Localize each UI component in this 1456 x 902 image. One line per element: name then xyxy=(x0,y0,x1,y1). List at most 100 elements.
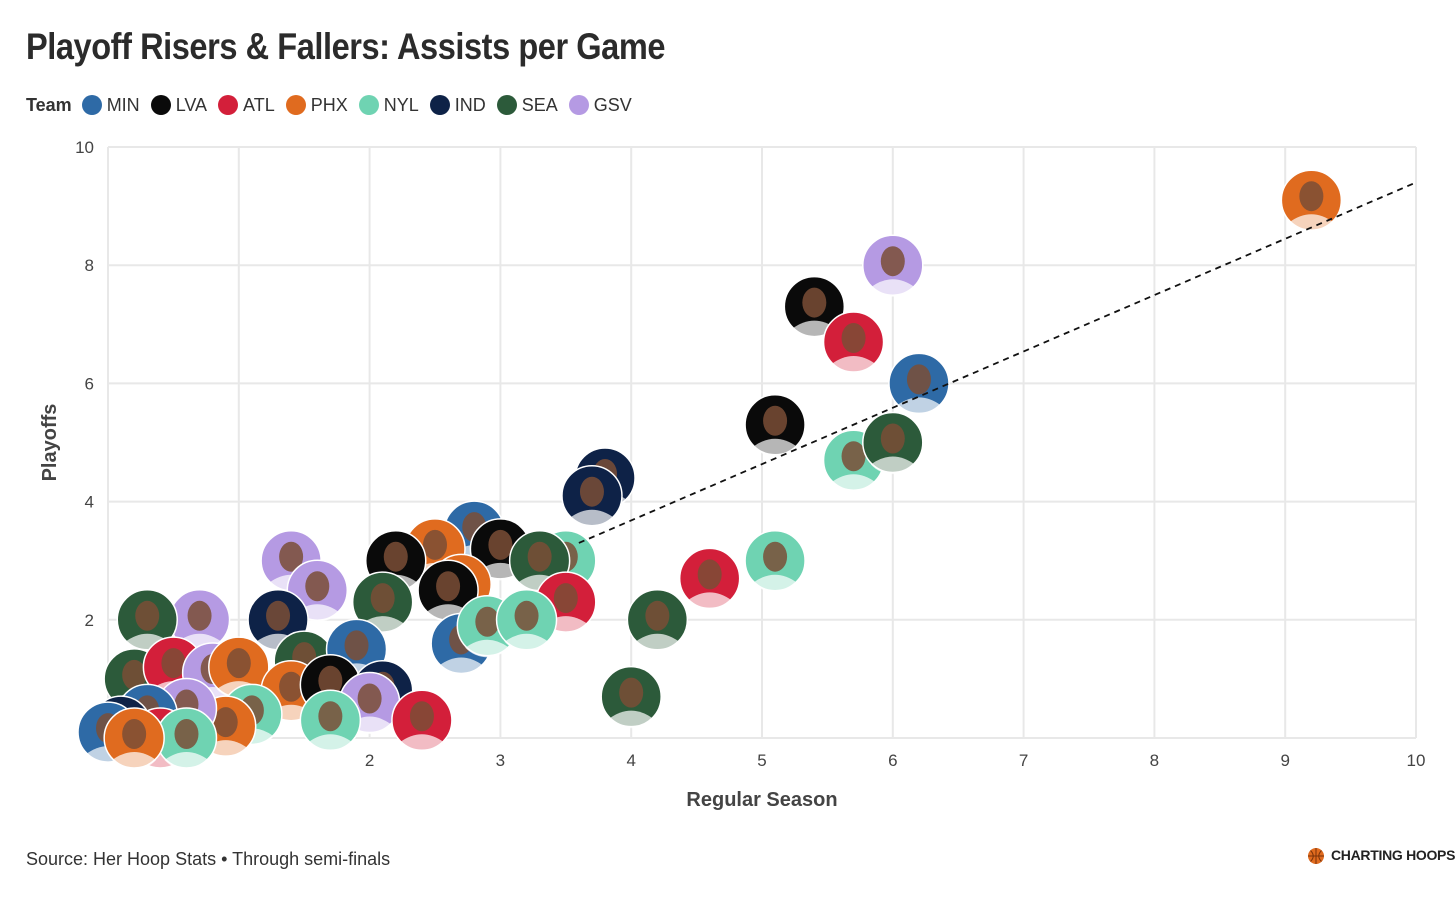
player-face xyxy=(357,683,382,714)
legend-item-min: MIN xyxy=(81,94,140,116)
player-face xyxy=(619,677,644,708)
player-jersey xyxy=(635,633,680,652)
player-face xyxy=(122,719,147,749)
player-jersey xyxy=(504,633,549,652)
player-face xyxy=(880,246,905,277)
player-face xyxy=(488,529,513,560)
player-face xyxy=(645,600,670,631)
legend-label-phx: PHX xyxy=(310,94,348,115)
legend-label-atl: ATL xyxy=(243,94,275,115)
player-jersey xyxy=(870,456,915,475)
legend-swatch-gsv xyxy=(568,95,589,115)
player-face xyxy=(475,606,500,637)
legend-item-phx: PHX xyxy=(285,94,348,116)
player-face xyxy=(135,600,160,631)
player-face xyxy=(174,719,199,749)
player-face xyxy=(763,405,788,436)
legend-item-lva: LVA xyxy=(150,94,208,116)
legend: Team MIN LVA ATL PHX NYL IND SEA GSV xyxy=(26,92,643,118)
player-jersey xyxy=(1289,214,1334,232)
player-face xyxy=(553,583,578,614)
legend-label-lva: LVA xyxy=(175,94,208,115)
legend-item-nyl: NYL xyxy=(358,94,419,116)
x-tick-label: 6 xyxy=(888,751,897,770)
legend-label-min: MIN xyxy=(106,94,140,115)
legend-label-sea: SEA xyxy=(521,94,558,115)
player-face xyxy=(279,541,304,572)
legend-label-gsv: GSV xyxy=(593,94,632,115)
legend-item-sea: SEA xyxy=(496,94,558,116)
legend-swatch-sea xyxy=(496,95,517,115)
player-jersey xyxy=(753,574,798,593)
player-face xyxy=(514,600,539,631)
legend-title: Team xyxy=(26,94,72,115)
brand-name: CHARTING HOOPS xyxy=(1331,847,1456,863)
legend-swatch-lva xyxy=(150,95,171,115)
player-jersey xyxy=(870,279,915,297)
player-face xyxy=(187,600,212,631)
legend-item-atl: ATL xyxy=(218,95,275,116)
player-jersey xyxy=(112,752,157,770)
player-jersey xyxy=(569,509,614,528)
y-axis-title: Playoffs xyxy=(39,404,61,482)
x-tick-label: 5 xyxy=(757,751,766,770)
player-face xyxy=(305,571,330,602)
player-jersey xyxy=(465,639,510,658)
reference-line xyxy=(578,181,1417,544)
legend-swatch-min xyxy=(81,95,102,115)
legend-label-nyl: NYL xyxy=(383,94,419,115)
x-tick-label: 9 xyxy=(1280,751,1289,770)
player-face xyxy=(697,559,722,590)
legend-swatch-phx xyxy=(285,95,306,115)
player-face xyxy=(122,659,147,690)
legend-swatch-atl xyxy=(218,95,239,115)
player-jersey xyxy=(609,710,654,729)
y-tick-label: 2 xyxy=(85,611,94,630)
legend-swatch-nyl xyxy=(358,95,379,115)
player-face xyxy=(318,665,343,696)
brand-logo: CHARTING HOOPS xyxy=(1306,845,1455,865)
player-face xyxy=(279,671,304,702)
basketball-icon xyxy=(1308,848,1324,864)
player-jersey xyxy=(439,657,484,676)
x-axis-title: Regular Season xyxy=(686,789,837,811)
player-face xyxy=(527,541,552,572)
player-face xyxy=(880,423,905,454)
player-face xyxy=(344,630,369,661)
player-face xyxy=(1299,181,1324,212)
player-face xyxy=(383,541,408,572)
player-face xyxy=(266,600,291,631)
legend-swatch-ind xyxy=(429,95,450,115)
legend-item-ind: IND xyxy=(429,94,486,116)
legend-item-gsv: GSV xyxy=(568,94,632,116)
player-face xyxy=(226,648,251,679)
player-face xyxy=(763,541,788,572)
y-tick-label: 10 xyxy=(75,138,94,157)
player-face xyxy=(579,476,604,507)
x-tick-label: 4 xyxy=(626,751,635,770)
player-face xyxy=(409,701,434,732)
player-face xyxy=(436,571,461,602)
player-face xyxy=(161,648,186,679)
y-tick-label: 4 xyxy=(85,493,94,512)
player-face xyxy=(213,707,238,738)
source-note: Source: Her Hoop Stats • Through semi-fi… xyxy=(26,849,391,869)
player-jersey xyxy=(753,438,798,457)
x-tick-label: 2 xyxy=(365,751,374,770)
player-face xyxy=(841,441,866,472)
y-tick-label: 6 xyxy=(85,374,94,393)
player-face xyxy=(423,529,447,560)
x-tick-label: 7 xyxy=(1019,751,1028,770)
player-jersey xyxy=(399,734,444,752)
player-face xyxy=(802,287,827,318)
legend-label-ind: IND xyxy=(454,94,486,115)
player-jersey xyxy=(896,397,941,416)
player-jersey xyxy=(687,592,732,611)
player-jersey xyxy=(831,474,876,492)
x-tick-label: 3 xyxy=(496,751,505,770)
player-face xyxy=(318,701,343,732)
player-face xyxy=(841,323,866,354)
x-tick-label: 10 xyxy=(1407,751,1426,770)
player-face xyxy=(370,583,395,614)
